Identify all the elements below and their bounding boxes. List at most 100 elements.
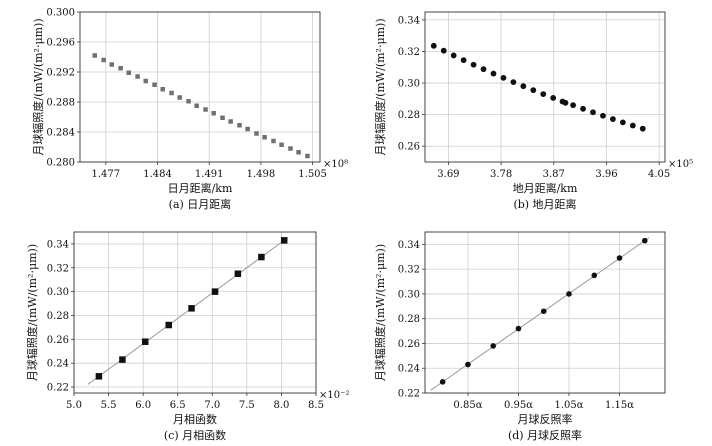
data-point: [118, 66, 123, 71]
data-point: [279, 142, 284, 147]
data-point: [619, 119, 626, 126]
y-tick-label: 0.30: [398, 289, 420, 300]
data-point: [271, 138, 276, 144]
y-tick-label: 0.28: [398, 110, 420, 121]
data-point: [188, 305, 195, 312]
data-point: [562, 99, 569, 106]
data-point: [305, 153, 310, 159]
data-point: [119, 356, 126, 363]
x-tick-label: 5.5: [101, 400, 117, 411]
data-point: [288, 146, 293, 151]
data-point: [639, 125, 646, 132]
y-tick-label: 0.296: [46, 38, 75, 49]
x-axis-label: 日月距离/km: [168, 181, 233, 195]
y-tick-label: 0.32: [398, 265, 420, 276]
data-point: [169, 90, 174, 96]
panel-caption: (b) 地月距离: [513, 197, 576, 211]
y-tick-label: 0.300: [46, 8, 75, 19]
panel-caption: (c) 月相函数: [164, 429, 226, 442]
data-point: [540, 308, 547, 315]
x-tick-label: 6.5: [170, 400, 186, 411]
data-point: [211, 111, 216, 116]
panel-caption: (a) 日月距离: [169, 197, 232, 211]
data-point: [152, 82, 157, 87]
data-point: [510, 79, 517, 86]
data-point: [629, 122, 636, 129]
y-tick-label: 0.284: [46, 128, 75, 139]
data-point: [92, 53, 98, 58]
x-axis-label: 地月距离/km: [513, 181, 578, 195]
x-tick-label: 3.87: [543, 169, 565, 180]
y-tick-label: 0.24: [398, 364, 420, 375]
data-point: [540, 91, 547, 98]
x-multiplier-label: ×10⁻²: [319, 390, 349, 401]
y-tick-label: 0.24: [47, 359, 69, 370]
data-point: [101, 57, 106, 63]
y-tick-label: 0.30: [47, 287, 69, 298]
trend-line: [430, 237, 650, 391]
y-tick-label: 0.32: [398, 47, 420, 58]
chart-panel: 0.280 0.284 0.288 0.292 0.296 0.300 1.477 1.484…: [31, 8, 348, 212]
data-point: [220, 115, 225, 120]
plot-frame: [424, 11, 666, 163]
data-point: [126, 70, 131, 75]
x-tick-label: 1.505: [298, 169, 327, 180]
chart-panel: 0.22 0.24 0.26 0.28 0.30 0.32 0.34 0.85α 0.95α 1.…: [373, 231, 666, 442]
x-tick-label: 7.5: [239, 400, 255, 411]
data-point: [450, 52, 457, 59]
data-point: [470, 61, 477, 68]
data-point: [141, 338, 149, 345]
x-tick-label: 3.69: [437, 169, 459, 180]
y-tick-label: 0.280: [46, 158, 75, 169]
x-multiplier-label: ×10⁵: [668, 159, 693, 170]
chart-panel: 0.26 0.28 0.30 0.32 0.34 3.69 3.78 3.87 3.96 4.05…: [373, 11, 693, 211]
data-point: [480, 66, 487, 73]
data-point: [515, 325, 522, 332]
y-tick-label: 0.288: [46, 98, 75, 109]
data-point: [135, 74, 140, 79]
trend-line: [87, 237, 289, 385]
x-tick-label: 1.491: [195, 169, 224, 180]
data-point: [530, 87, 537, 94]
data-point: [258, 253, 265, 261]
y-axis-label: 月球辐照度/(mW/(m²·μm)): [25, 244, 39, 381]
data-point: [460, 57, 467, 64]
y-tick-label: 0.26: [47, 335, 69, 346]
data-point: [194, 103, 199, 108]
data-point: [95, 373, 103, 380]
data-point: [465, 361, 471, 368]
data-point: [165, 321, 172, 329]
data-point: [237, 123, 242, 128]
x-tick-label: 1.498: [247, 169, 276, 180]
data-point: [490, 343, 497, 349]
y-axis-label: 月球辐照度/(mW/(m²·μm)): [373, 18, 387, 155]
data-point: [296, 150, 301, 155]
y-tick-label: 0.292: [46, 68, 75, 79]
x-tick-label: 0.95α: [504, 400, 533, 411]
y-axis-label: 月球辐照度/(mW/(m²·μm)): [373, 244, 387, 381]
x-axis-label: 月球反照率: [518, 412, 573, 426]
x-multiplier-label: ×10⁸: [323, 159, 348, 170]
panel-caption: (d) 月球反照率: [508, 428, 582, 442]
data-point: [211, 288, 219, 295]
x-tick-label: 6.0: [135, 400, 151, 411]
x-tick-label: 3.96: [595, 169, 617, 180]
data-point: [440, 47, 447, 54]
y-tick-label: 0.34: [398, 15, 420, 26]
data-point: [610, 116, 616, 122]
data-point: [245, 126, 250, 132]
plot-frame: [73, 231, 317, 394]
y-axis-label: 月球辐照度/(mW/(m²·μm)): [31, 18, 45, 155]
y-tick-label: 0.30: [398, 79, 420, 90]
y-tick-label: 0.22: [398, 389, 420, 400]
x-tick-label: 4.05: [648, 169, 670, 180]
data-point: [641, 237, 648, 244]
plot-frame: [79, 11, 321, 163]
x-tick-label: 7.0: [204, 400, 220, 411]
data-point: [591, 272, 598, 279]
data-point: [570, 102, 576, 109]
data-point: [600, 112, 606, 119]
data-point: [160, 87, 165, 92]
data-point: [490, 70, 497, 77]
y-tick-label: 0.28: [398, 314, 420, 325]
